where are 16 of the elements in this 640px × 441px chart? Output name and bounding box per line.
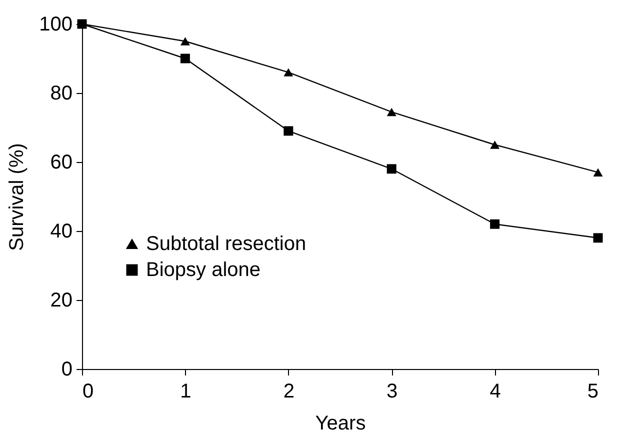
y-tick-label: 60 (50, 152, 72, 174)
y-axis-title: Survival (%) (6, 143, 28, 251)
x-tick-label: 5 (587, 380, 598, 402)
y-tick-label: 80 (50, 82, 72, 104)
x-tick-label: 4 (490, 380, 501, 402)
x-tick-label: 2 (283, 380, 294, 402)
legend-label: Subtotal resection (146, 233, 306, 255)
x-tick-label: 3 (386, 380, 398, 402)
y-tick-label: 40 (50, 220, 72, 242)
y-tick-label: 100 (39, 14, 72, 36)
y-tick-label: 20 (50, 290, 72, 312)
x-axis-title: Years (315, 412, 366, 434)
y-tick-label: 0 (61, 358, 72, 380)
legend-label: Biopsy alone (146, 259, 261, 281)
x-tick-label: 0 (82, 380, 94, 402)
x-tick-label: 1 (180, 380, 192, 402)
